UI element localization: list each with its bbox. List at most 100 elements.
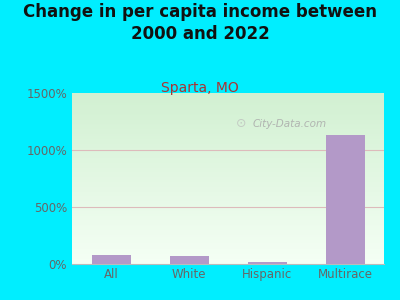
Bar — [72, 148, 384, 149]
Bar — [72, 233, 384, 235]
Bar — [72, 230, 384, 232]
Bar — [72, 204, 384, 206]
Bar — [72, 103, 384, 105]
Bar — [72, 232, 384, 233]
Bar — [72, 136, 384, 137]
Bar — [72, 132, 384, 134]
Bar — [72, 141, 384, 142]
Bar — [72, 93, 384, 95]
Bar — [72, 144, 384, 146]
Bar — [72, 168, 384, 170]
Bar — [72, 221, 384, 223]
Bar — [72, 261, 384, 262]
Bar — [72, 113, 384, 115]
Bar — [72, 119, 384, 120]
Bar — [72, 137, 384, 139]
Bar — [72, 252, 384, 254]
Bar — [72, 115, 384, 117]
Bar — [72, 112, 384, 113]
Bar — [72, 139, 384, 141]
Bar — [92, 256, 130, 264]
Text: Sparta, MO: Sparta, MO — [161, 81, 239, 95]
Bar — [72, 249, 384, 250]
Bar — [72, 130, 384, 132]
Bar — [72, 237, 384, 238]
Bar — [170, 256, 208, 264]
Bar — [72, 257, 384, 259]
Bar — [326, 135, 364, 264]
Bar — [72, 170, 384, 172]
Bar — [72, 127, 384, 129]
Bar — [72, 254, 384, 256]
Bar — [72, 245, 384, 247]
Bar — [72, 206, 384, 208]
Bar — [72, 201, 384, 203]
Bar — [72, 151, 384, 153]
Bar — [72, 120, 384, 122]
Bar — [72, 98, 384, 100]
Bar — [72, 149, 384, 151]
Bar — [72, 95, 384, 96]
Text: Change in per capita income between
2000 and 2022: Change in per capita income between 2000… — [23, 3, 377, 43]
Bar — [72, 262, 384, 264]
Bar — [72, 244, 384, 245]
Bar — [72, 211, 384, 213]
Bar — [72, 153, 384, 154]
Bar — [72, 240, 384, 242]
Bar — [72, 122, 384, 124]
Bar — [72, 100, 384, 102]
Bar — [72, 172, 384, 173]
Bar — [72, 214, 384, 216]
Bar — [72, 110, 384, 112]
Bar — [72, 175, 384, 177]
Bar — [72, 167, 384, 168]
Bar — [72, 105, 384, 107]
Bar — [72, 146, 384, 148]
Bar — [72, 185, 384, 187]
Bar — [72, 250, 384, 252]
Bar — [72, 228, 384, 230]
Bar — [72, 194, 384, 196]
Bar — [72, 199, 384, 201]
Bar — [72, 225, 384, 226]
Bar — [72, 242, 384, 244]
Bar — [72, 178, 384, 180]
Bar — [72, 117, 384, 119]
Bar — [72, 101, 384, 103]
Bar — [72, 158, 384, 160]
Bar — [72, 223, 384, 225]
Bar — [72, 165, 384, 167]
Bar — [72, 96, 384, 98]
Bar — [72, 163, 384, 165]
Bar — [72, 196, 384, 197]
Bar — [72, 213, 384, 214]
Bar — [72, 125, 384, 127]
Bar — [72, 220, 384, 221]
Bar — [72, 190, 384, 192]
Bar — [248, 262, 286, 264]
Bar — [72, 187, 384, 189]
Bar — [72, 107, 384, 108]
Bar — [72, 180, 384, 182]
Bar — [72, 247, 384, 249]
Bar — [72, 142, 384, 144]
Bar — [72, 124, 384, 125]
Bar — [72, 184, 384, 185]
Bar — [72, 226, 384, 228]
Bar — [72, 182, 384, 184]
Bar — [72, 202, 384, 204]
Bar — [72, 189, 384, 190]
Bar — [72, 256, 384, 257]
Bar — [72, 161, 384, 163]
Text: City-Data.com: City-Data.com — [253, 119, 327, 129]
Bar — [72, 238, 384, 240]
Text: ⊙: ⊙ — [236, 117, 246, 130]
Bar — [72, 156, 384, 158]
Bar — [72, 154, 384, 156]
Bar — [72, 173, 384, 175]
Bar — [72, 209, 384, 211]
Bar — [72, 218, 384, 220]
Bar — [72, 129, 384, 130]
Bar — [72, 197, 384, 199]
Bar — [72, 192, 384, 194]
